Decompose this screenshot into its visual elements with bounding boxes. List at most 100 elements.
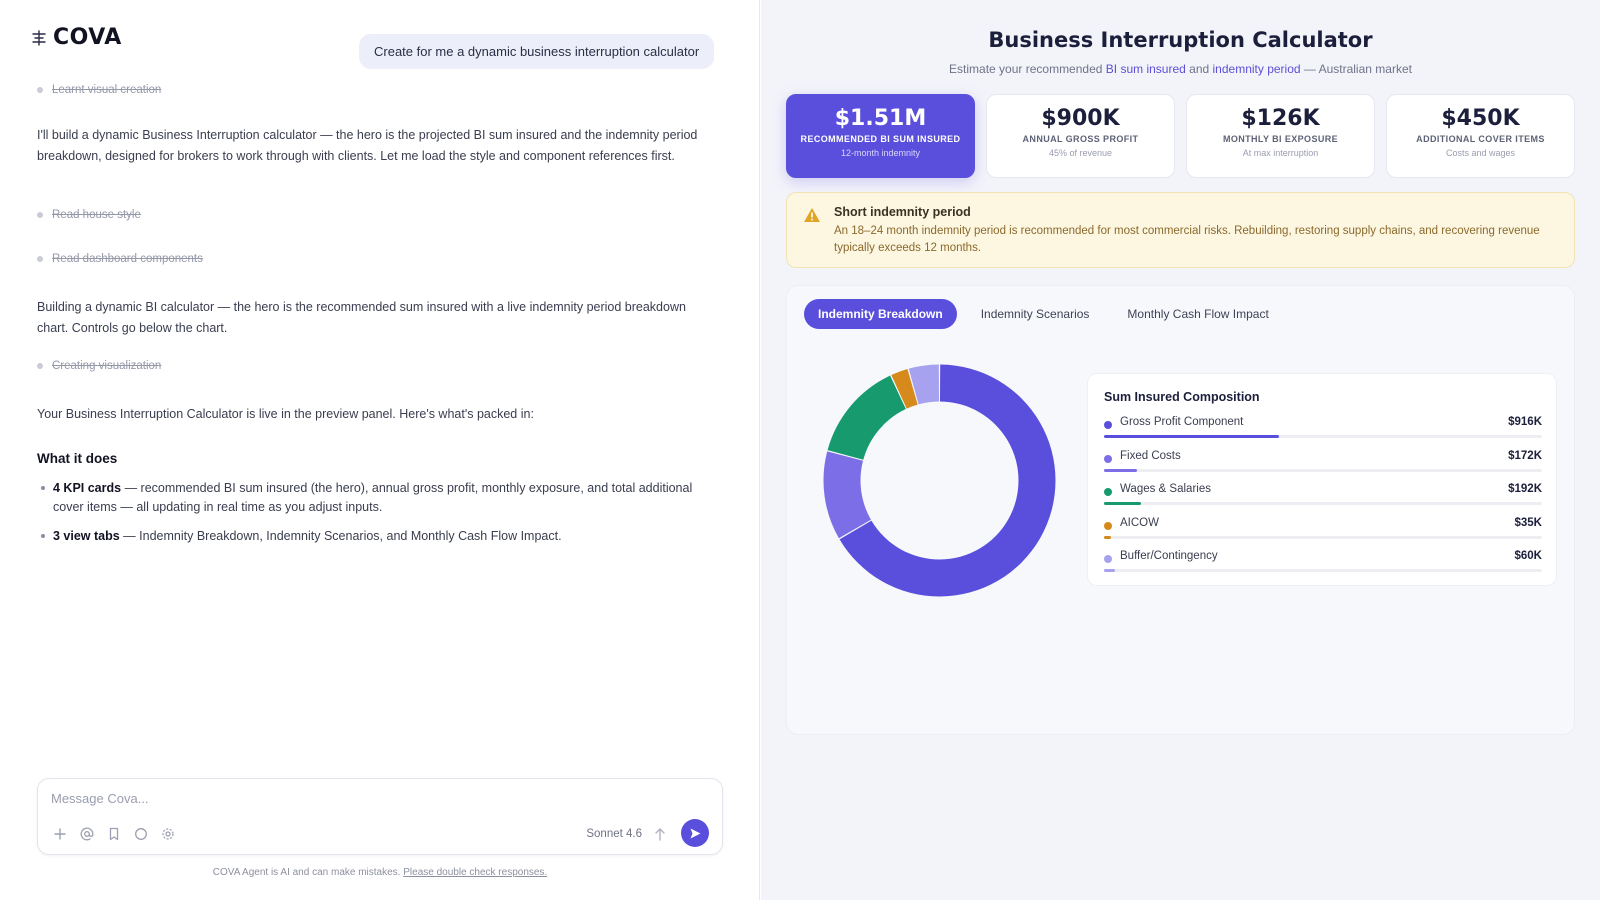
donut-slice[interactable] (823, 451, 871, 539)
kpi-subtext: At max interruption (1242, 148, 1319, 158)
send-button[interactable] (681, 819, 709, 847)
kpi-subtext: Costs and wages (1445, 148, 1516, 158)
chart-card: Indemnity Breakdown Indemnity Scenarios … (786, 285, 1575, 735)
kpi-value: $450K (1441, 106, 1520, 131)
kpi-label: Additional Cover Items (1416, 134, 1545, 144)
legend-label: Wages & Salaries (1120, 483, 1211, 495)
legend-dot (1104, 488, 1112, 496)
subtitle-text: and (1185, 62, 1213, 76)
list-item: 3 view tabs — Indemnity Breakdown, Indem… (37, 527, 717, 546)
composition-legend: Sum Insured Composition Gross Profit Com… (1087, 373, 1557, 586)
assistant-paragraph: Building a dynamic BI calculator — the h… (37, 300, 686, 335)
list-item-bold: 3 view tabs (53, 529, 120, 543)
arrow-up-icon[interactable] (653, 826, 667, 842)
tab-monthly-cash-flow[interactable]: Monthly Cash Flow Impact (1127, 307, 1269, 321)
donut-slice[interactable] (891, 369, 918, 409)
alert-title: Short indemnity period (834, 205, 971, 219)
legend-bar-fill (1104, 435, 1280, 438)
kpi-label: Recommended BI Sum Insured (800, 134, 961, 144)
subtitle-highlight: BI sum insured (1105, 62, 1186, 76)
model-selector[interactable]: Sonnet 4.6 (586, 828, 642, 840)
alert-body: An 18–24 month indemnity period is recom… (834, 225, 1540, 254)
legend-dot (1104, 454, 1112, 463)
legend-bar-track (1104, 569, 1542, 572)
bookmark-icon[interactable] (106, 826, 122, 842)
legend-row: Gross Profit Component $916K (1104, 416, 1542, 446)
user-message-bubble: Create for me a dynamic business interru… (359, 34, 715, 69)
page-title: Business Interruption Calculator (988, 28, 1373, 52)
legend-dot (1104, 521, 1112, 530)
message-input[interactable] (51, 791, 651, 806)
list-item-text: — recommended BI sum insured (the hero),… (53, 481, 693, 514)
legend-label: AICOW (1120, 516, 1159, 529)
list-item: 4 KPI cards — recommended BI sum insured… (37, 479, 717, 516)
list-item-bold: 4 KPI cards (53, 481, 122, 495)
legend-value: $192K (1508, 483, 1542, 495)
assistant-paragraph: Your Business Interruption Calculator is… (37, 407, 534, 421)
view-tabs: Indemnity Breakdown Indemnity Scenarios … (804, 299, 1283, 329)
tab-indemnity-scenarios[interactable]: Indemnity Scenarios (980, 307, 1090, 321)
legend-value: $60K (1514, 550, 1543, 562)
legend-bar-track (1104, 502, 1542, 505)
gear-icon[interactable] (160, 826, 176, 842)
section-heading: What it does (37, 451, 118, 466)
circle-icon[interactable] (133, 826, 149, 842)
step-dot (37, 256, 43, 262)
tab-indemnity-breakdown[interactable]: Indemnity Breakdown (804, 299, 957, 329)
legend-bar-fill (1104, 535, 1111, 539)
message-composer: Sonnet 4.6 (37, 778, 723, 855)
preview-panel: Business Interruption Calculator Estimat… (761, 0, 1600, 900)
legend-bar-track (1104, 468, 1542, 472)
legend-value: $35K (1514, 516, 1543, 529)
step-item: Creating visualization (37, 360, 161, 372)
donut-slice[interactable] (839, 364, 1056, 597)
logo-text: COVA (53, 25, 122, 50)
kpi-card-monthly-exposure: $126K Monthly BI Exposure At max interru… (1186, 94, 1375, 178)
legend-value: $172K (1508, 449, 1542, 462)
disclaimer-text: COVA Agent is AI and can make mistakes. (212, 867, 404, 878)
send-icon (690, 828, 700, 838)
legend-row: Fixed Costs $172K (1104, 450, 1542, 480)
warning-icon (804, 208, 820, 222)
legend-dot (1104, 555, 1112, 563)
legend-label: Fixed Costs (1120, 449, 1181, 462)
kpi-subtext: 12-month indemnity (840, 148, 921, 158)
subtitle-text: Estimate your recommended (949, 62, 1106, 76)
mention-icon[interactable] (79, 826, 95, 842)
legend-bar-fill (1104, 502, 1141, 505)
kpi-label: Monthly BI Exposure (1222, 134, 1339, 144)
page-subtitle: Estimate your recommended BI sum insured… (761, 62, 1600, 76)
kpi-card-gross-profit: $900K Annual Gross Profit 45% of revenue (986, 94, 1175, 178)
step-label: Read dashboard components (52, 253, 203, 265)
step-item: Read house style (37, 209, 141, 221)
logo: COVA (31, 25, 122, 50)
donut-slice[interactable] (908, 364, 940, 405)
step-label: Learnt visual creation (52, 84, 162, 96)
legend-label: Gross Profit Component (1120, 416, 1244, 428)
kpi-value: $900K (1041, 106, 1120, 131)
kpi-subtext: 45% of revenue (1048, 148, 1113, 158)
assistant-paragraph: I'll build a dynamic Business Interrupti… (37, 128, 698, 163)
legend-row: Buffer/Contingency $60K (1104, 550, 1542, 580)
step-label: Creating visualization (52, 360, 162, 372)
subtitle-text: — Australian market (1300, 62, 1412, 76)
disclaimer-link[interactable]: Please double check responses. (403, 867, 548, 878)
step-label: Read house style (52, 209, 141, 221)
step-dot (37, 363, 43, 369)
legend-dot (1104, 421, 1112, 429)
legend-label: Buffer/Contingency (1120, 550, 1218, 562)
subtitle-highlight: indemnity period (1212, 62, 1301, 76)
legend-bar-fill (1104, 569, 1116, 572)
step-item: Read dashboard components (37, 253, 203, 265)
kpi-label: Annual Gross Profit (1022, 134, 1139, 144)
donut-slice[interactable] (827, 375, 906, 460)
composition-donut-chart (823, 364, 1056, 597)
step-dot (37, 212, 43, 218)
legend-title: Sum Insured Composition (1104, 390, 1260, 404)
legend-bar-track (1104, 535, 1542, 539)
step-dot (37, 87, 43, 93)
step-item: Learnt visual creation (37, 84, 161, 96)
plus-icon[interactable] (52, 826, 68, 842)
disclaimer: COVA Agent is AI and can make mistakes. … (37, 867, 723, 878)
list-item-text: — Indemnity Breakdown, Indemnity Scenari… (119, 529, 562, 543)
